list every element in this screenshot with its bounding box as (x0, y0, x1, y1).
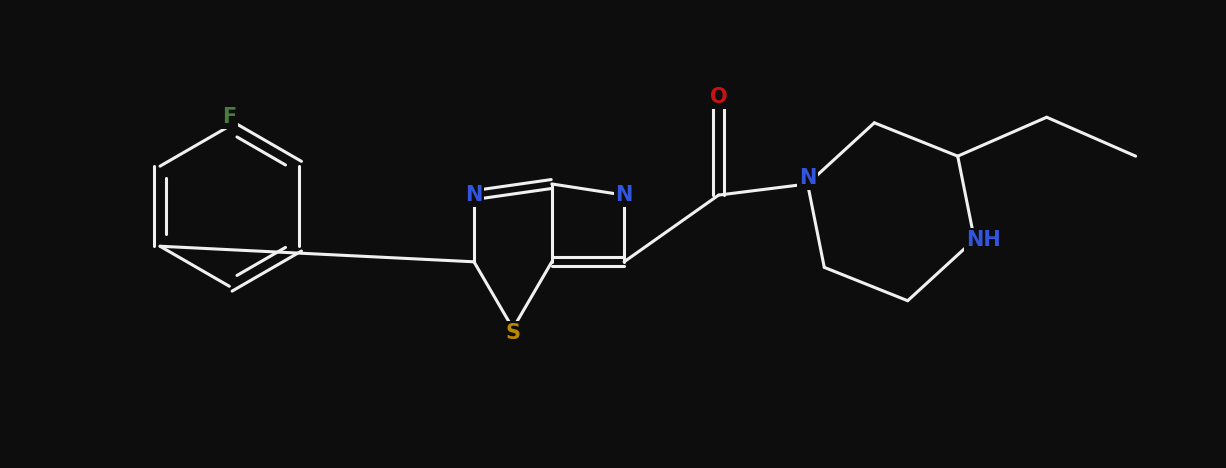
Text: N: N (615, 185, 633, 205)
Text: O: O (710, 87, 727, 107)
Text: N: N (799, 168, 817, 189)
Text: F: F (222, 107, 237, 127)
Text: NH: NH (966, 230, 1000, 249)
Text: S: S (505, 323, 520, 343)
Text: N: N (466, 185, 483, 205)
